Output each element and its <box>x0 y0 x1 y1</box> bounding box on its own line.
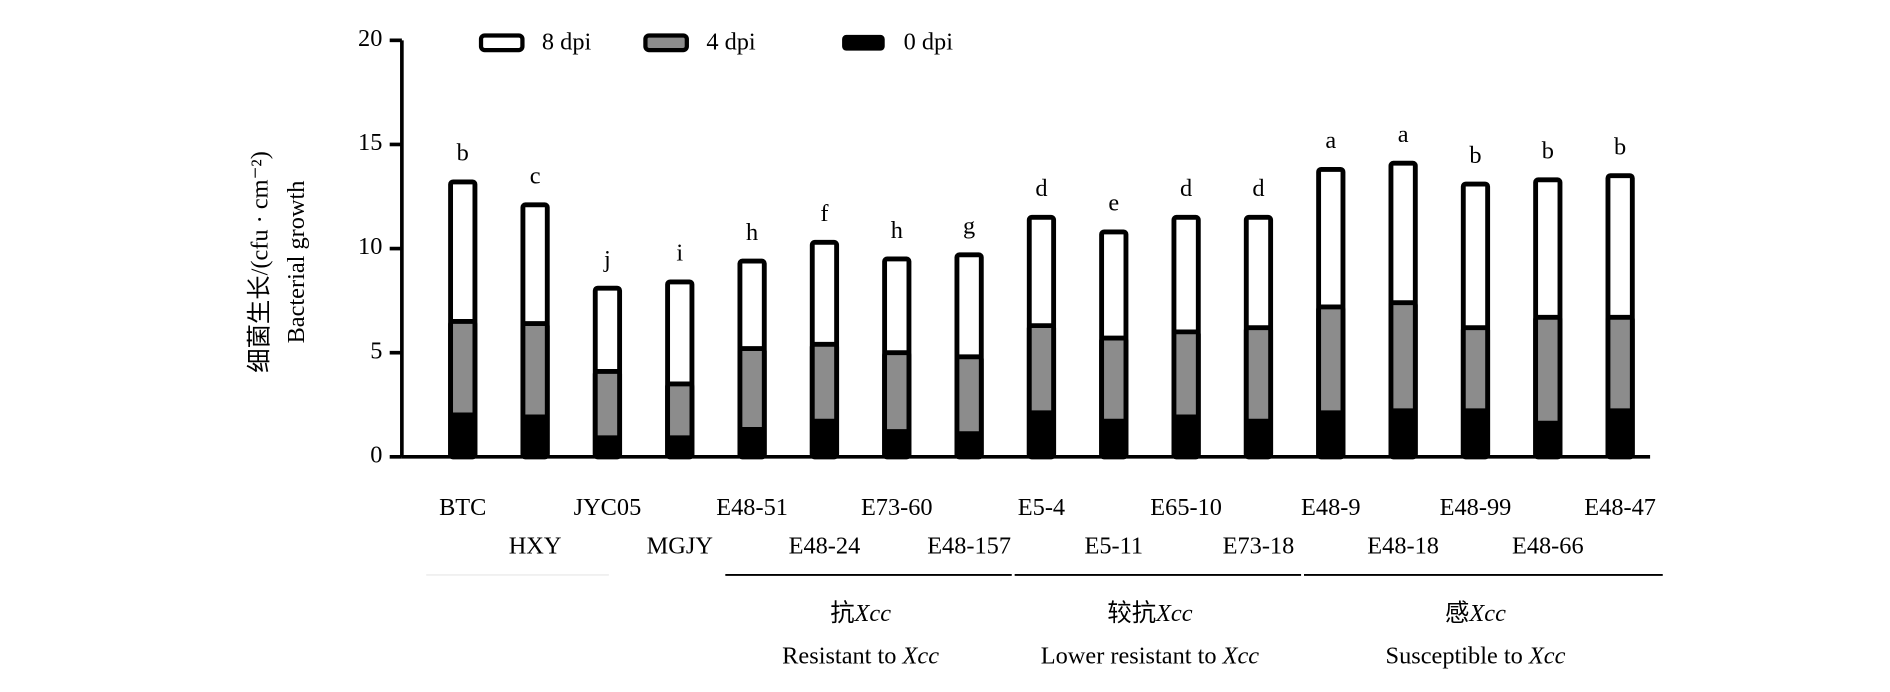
y-tick-label: 0 <box>370 441 382 468</box>
x-tick-label: E48-9 <box>1301 494 1361 521</box>
significance-letter: b <box>457 140 469 167</box>
x-tick-label: JYC05 <box>574 494 642 521</box>
legend-swatch <box>842 34 885 51</box>
bar <box>449 412 476 458</box>
significance-letter: c <box>530 163 541 190</box>
bar <box>1318 410 1344 458</box>
significance-letter: h <box>891 217 903 244</box>
legend-label: 8 dpi <box>542 29 592 56</box>
significance-letter: j <box>603 246 611 273</box>
significance-letter: d <box>1035 175 1047 202</box>
bar <box>1390 408 1416 458</box>
group-en: Lower resistant to <box>1041 642 1223 669</box>
bar <box>1100 418 1127 458</box>
bar <box>594 435 621 458</box>
legend-label: 0 dpi <box>904 29 954 56</box>
pathogen: Xcc <box>1468 600 1506 627</box>
group-en: Resistant to <box>782 642 902 669</box>
significance-letter: d <box>1180 175 1192 202</box>
y-tick-label: 5 <box>370 337 382 364</box>
x-tick-label: E73-60 <box>861 494 933 521</box>
significance-letter: f <box>820 200 829 227</box>
bar <box>1462 408 1489 458</box>
pathogen: Xcc <box>902 642 940 669</box>
legend-swatch <box>643 33 689 53</box>
x-tick-label: E73-18 <box>1223 533 1295 560</box>
y-tick-label: 10 <box>358 233 382 260</box>
x-tick-label: E48-51 <box>716 494 788 521</box>
group-label-en: Resistant to Xcc <box>782 642 939 669</box>
legend-label: 4 dpi <box>706 29 756 56</box>
x-tick-label: E48-66 <box>1512 533 1584 560</box>
x-tick-label: E5-4 <box>1018 494 1065 521</box>
bar <box>739 427 765 458</box>
x-tick-label: E65-10 <box>1150 494 1222 521</box>
group-en: Susceptible to <box>1386 642 1529 669</box>
significance-letter: d <box>1252 175 1264 202</box>
x-tick-label: E48-18 <box>1367 533 1439 560</box>
significance-letter: a <box>1398 121 1409 148</box>
significance-letter: a <box>1325 127 1336 154</box>
group-zh: 感 <box>1445 600 1469 627</box>
legend-swatch <box>478 33 525 53</box>
significance-letter: i <box>676 240 683 267</box>
bar <box>956 431 982 458</box>
significance-letter: b <box>1614 133 1626 160</box>
bar <box>883 429 910 458</box>
significance-letter: e <box>1108 190 1119 217</box>
x-tick-label: BTC <box>439 494 486 521</box>
bar <box>666 435 693 458</box>
y-tick-label: 15 <box>358 129 382 156</box>
bar <box>1028 410 1055 458</box>
group-zh: 抗 <box>830 600 854 627</box>
x-tick-label: E48-24 <box>789 533 861 560</box>
group-label-en: Lower resistant to Xcc <box>1041 642 1260 669</box>
significance-letter: g <box>963 213 975 240</box>
x-tick-label: E5-11 <box>1084 533 1143 560</box>
significance-letter: h <box>746 219 758 246</box>
pathogen: Xcc <box>854 600 892 627</box>
pathogen: Xcc <box>1528 642 1566 669</box>
x-tick-label: MGJY <box>647 533 713 560</box>
pathogen: Xcc <box>1222 642 1260 669</box>
group-zh: 较抗 <box>1107 600 1156 627</box>
x-tick-label: E48-99 <box>1440 494 1512 521</box>
x-tick-label: HXY <box>509 533 562 560</box>
bar <box>811 418 838 458</box>
group-label-zh: 抗Xcc <box>830 600 891 627</box>
significance-letter: b <box>1469 142 1481 169</box>
y-label-en: Bacterial growth <box>283 181 310 344</box>
significance-letter: b <box>1542 138 1554 165</box>
bar <box>1245 418 1272 458</box>
group-label-en: Susceptible to Xcc <box>1386 642 1566 669</box>
bar <box>1607 408 1633 458</box>
y-axis-title: 细菌生长/(cfu · cm⁻²) Bacterial growth <box>246 151 310 373</box>
pathogen: Xcc <box>1155 600 1193 627</box>
x-tick-label: E48-157 <box>927 533 1011 560</box>
y-label-zh: 细菌生长/(cfu · cm⁻²) <box>246 151 273 373</box>
group-label-zh: 较抗Xcc <box>1107 600 1192 627</box>
group-label-zh: 感Xcc <box>1445 600 1506 627</box>
bar <box>1173 414 1199 458</box>
bar <box>1535 420 1561 458</box>
x-tick-label: E48-47 <box>1584 494 1656 521</box>
y-tick-label: 20 <box>358 25 382 52</box>
bar <box>522 414 548 458</box>
